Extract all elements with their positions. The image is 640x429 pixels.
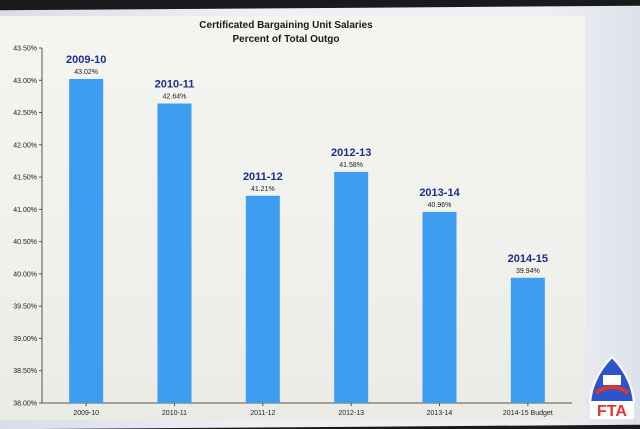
logo-banner — [590, 401, 634, 419]
bar-header-label: 2009-10 — [66, 54, 106, 66]
bar-header-label: 2013-14 — [419, 187, 460, 199]
bar-header-label: 2011-12 — [243, 171, 283, 183]
data-label: 41.58% — [339, 162, 363, 169]
y-tick-label: 39.00% — [13, 336, 37, 343]
data-label: 39.94% — [516, 268, 540, 275]
y-tick-label: 41.00% — [13, 207, 37, 214]
bar — [422, 211, 457, 403]
fta-logo: FTA — [588, 355, 636, 420]
data-label: 41.21% — [251, 186, 275, 193]
y-tick-label: 43.00% — [13, 78, 37, 85]
logo-text: FTA — [597, 403, 627, 420]
logo-stripe — [594, 385, 630, 395]
data-label: 40.96% — [428, 202, 452, 209]
y-tick-label: 40.50% — [13, 239, 37, 246]
y-tick-label: 38.00% — [13, 401, 37, 408]
data-label: 43.02% — [74, 69, 98, 76]
bar — [157, 103, 192, 403]
x-tick-label: 2013-14 — [427, 410, 453, 417]
logo-figure — [603, 375, 621, 385]
chart-title: Certificated Bargaining Unit Salaries — [199, 20, 373, 31]
x-tick-label: 2014-15 Budget — [503, 410, 553, 417]
bar — [334, 171, 369, 403]
bar — [245, 195, 280, 403]
bar-header-label: 2012-13 — [331, 147, 371, 159]
data-label: 42.64% — [163, 94, 187, 101]
x-tick-label: 2010-11 — [162, 410, 187, 417]
slide: Certificated Bargaining Unit Salaries Pe… — [0, 16, 585, 420]
bar — [69, 78, 104, 404]
y-tick-label: 40.00% — [13, 271, 37, 278]
y-tick-label: 39.50% — [13, 304, 37, 311]
y-tick-label: 43.50% — [13, 46, 37, 53]
bar-chart: Certificated Bargaining Unit Salaries Pe… — [13, 20, 572, 417]
y-tick-label: 41.50% — [13, 175, 37, 182]
chart-subtitle: Percent of Total Outgo — [232, 34, 339, 45]
y-tick-label: 42.00% — [13, 142, 37, 149]
x-tick-label: 2011-12 — [250, 410, 275, 417]
y-tick-label: 42.50% — [13, 110, 37, 117]
bar-header-label: 2014-15 — [508, 253, 548, 265]
x-tick-label: 2009-10 — [73, 410, 99, 417]
x-tick-label: 2012-13 — [338, 410, 364, 417]
bar — [510, 277, 545, 403]
bar-header-label: 2010-11 — [155, 79, 195, 91]
y-tick-label: 38.50% — [13, 368, 37, 375]
